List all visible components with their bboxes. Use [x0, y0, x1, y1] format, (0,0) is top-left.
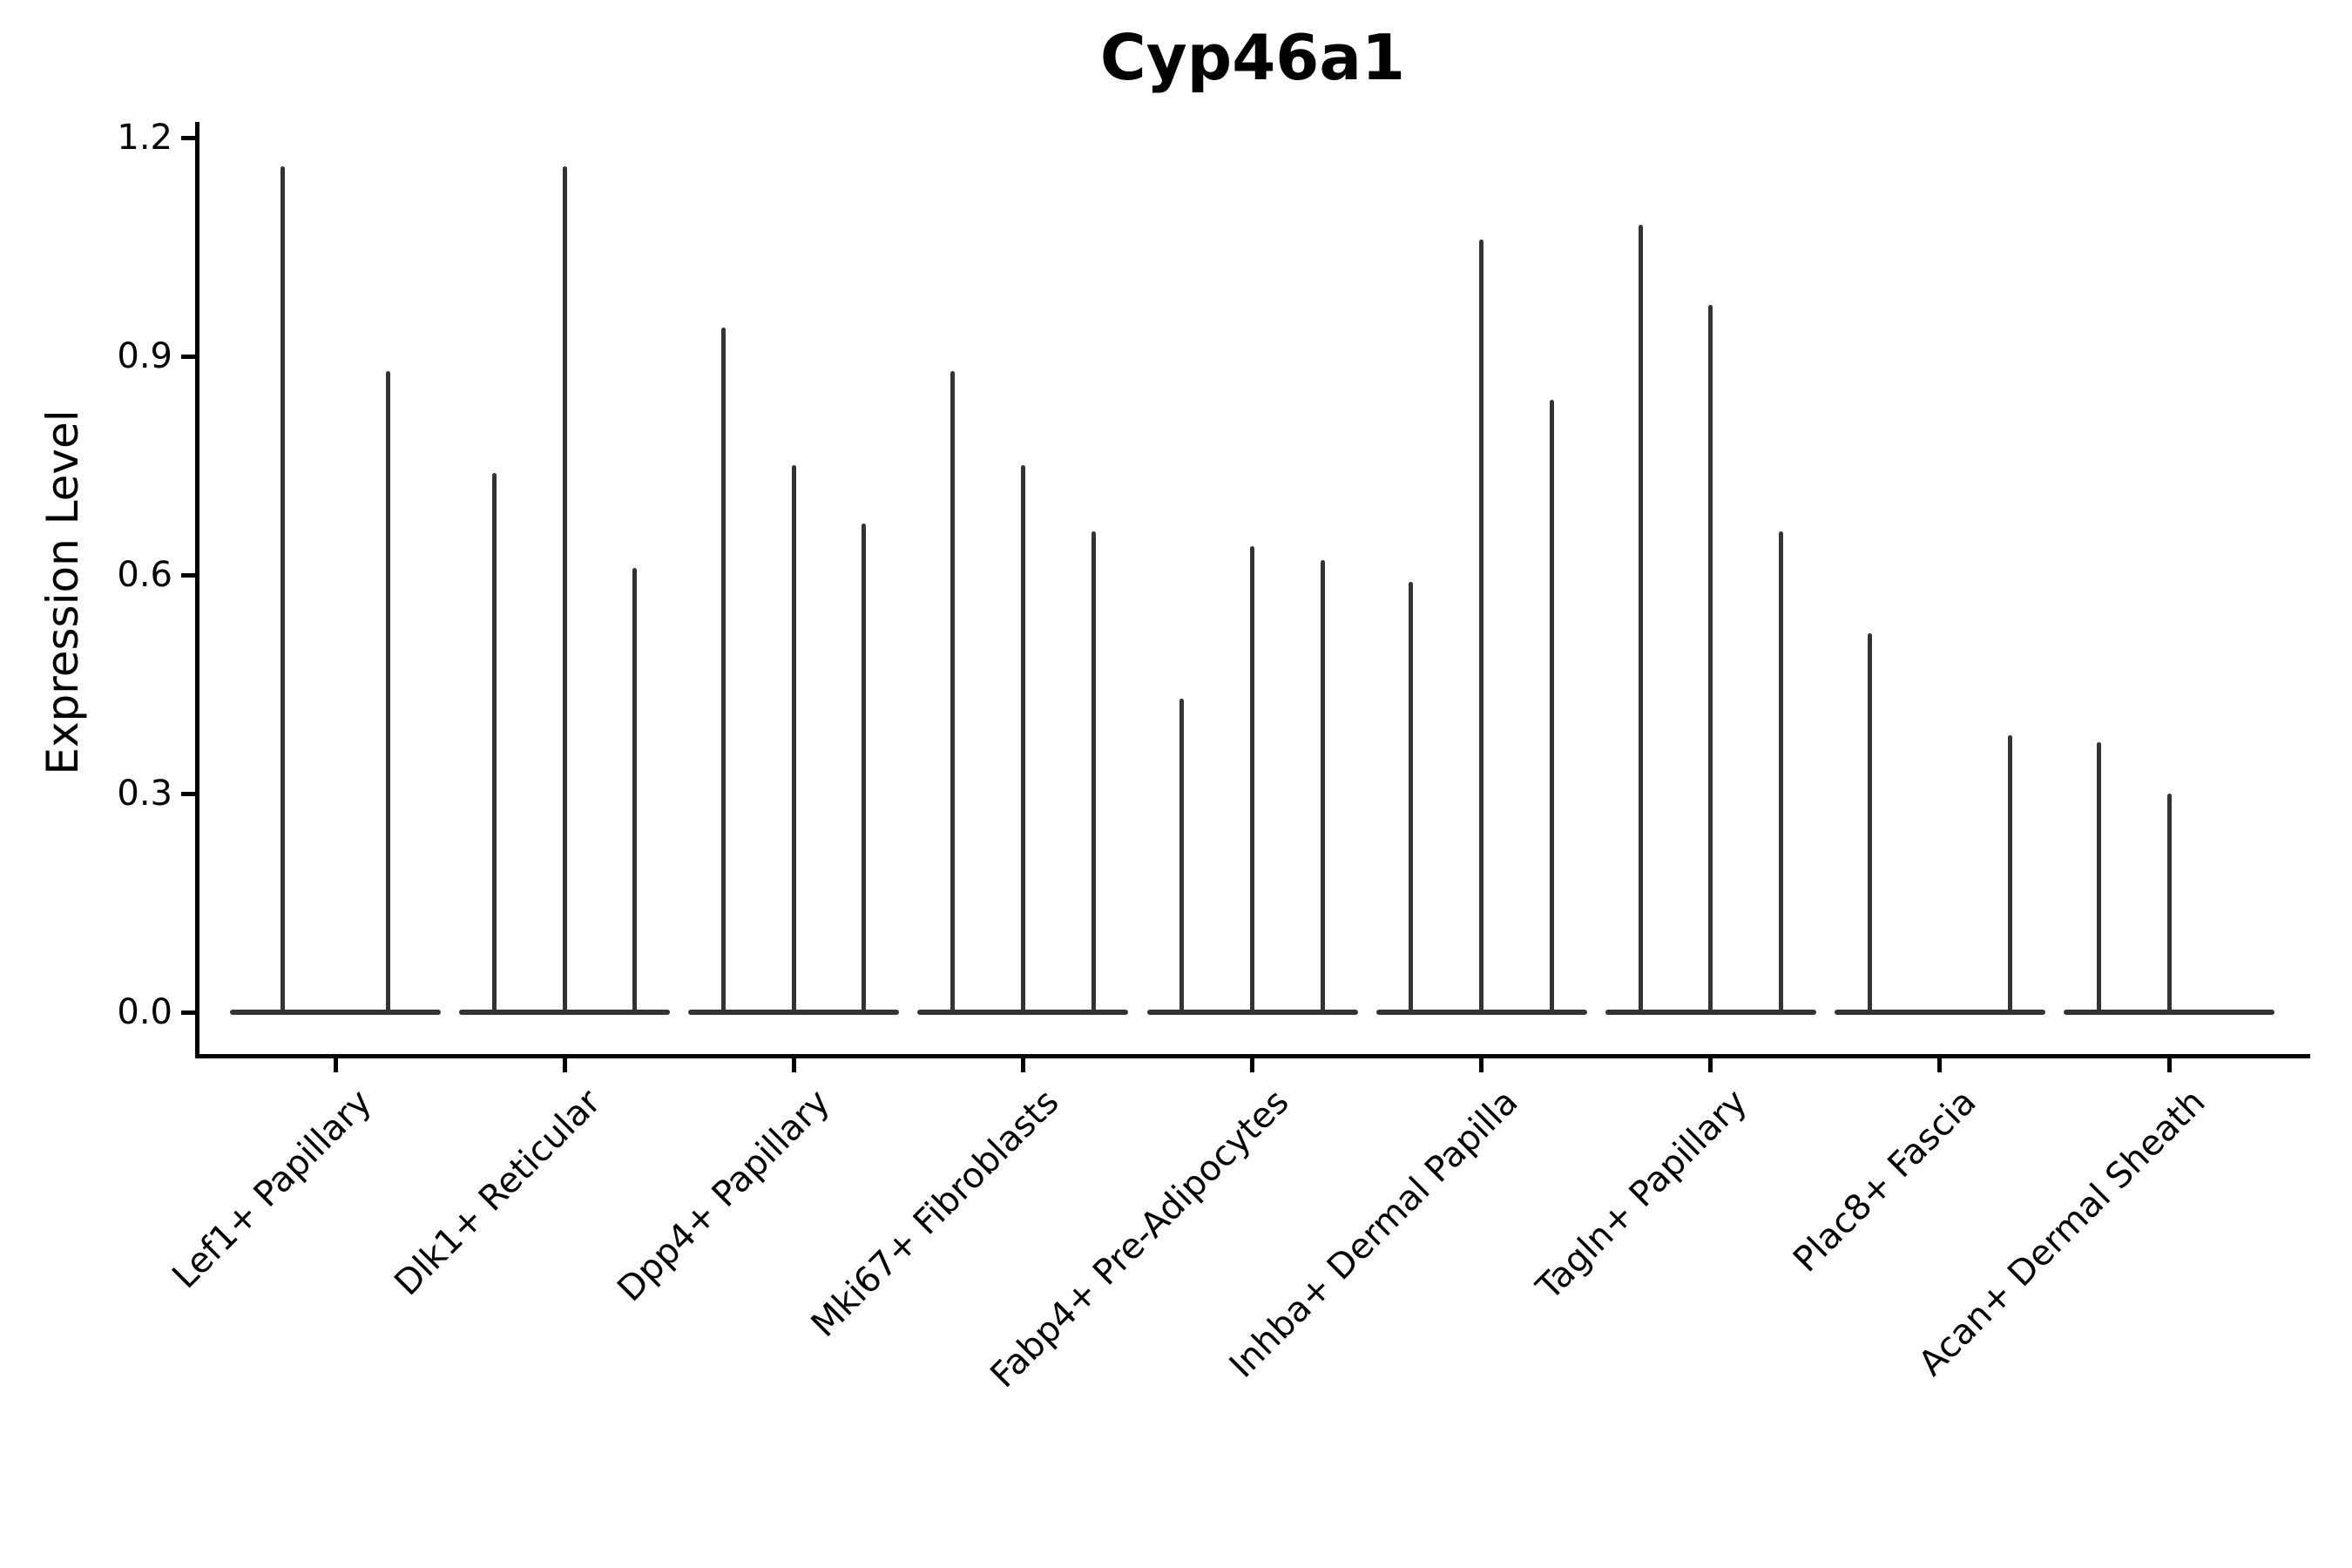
- violin-spike: [1638, 225, 1643, 1015]
- y-tick-label: 1.2: [117, 117, 172, 158]
- x-tick: [791, 1058, 796, 1072]
- x-tick-label: Dpp4+ Papillary: [610, 1082, 838, 1310]
- violin-spike: [1020, 465, 1025, 1015]
- violin-spike: [862, 524, 867, 1015]
- x-tick: [1020, 1058, 1025, 1072]
- chart-title: Cyp46a1: [1099, 21, 1406, 94]
- x-tick-label: Dlk1+ Reticular: [387, 1082, 609, 1304]
- violin-spike: [2096, 742, 2101, 1015]
- violin-spike: [1320, 560, 1325, 1015]
- y-tick: [181, 791, 195, 796]
- violin-spike: [1409, 582, 1414, 1015]
- y-tick: [181, 135, 195, 140]
- y-axis-spine: [195, 122, 199, 1058]
- x-axis-spine: [195, 1054, 2310, 1058]
- violin-spike: [280, 166, 285, 1015]
- violin-spike: [2166, 793, 2172, 1015]
- x-tick-label: Mki67+ Fibroblasts: [804, 1082, 1067, 1345]
- violin-spike: [1708, 305, 1713, 1015]
- violin-spike: [1250, 545, 1254, 1015]
- y-tick: [181, 572, 195, 578]
- violin-spike: [1549, 400, 1554, 1015]
- violin-body: [230, 1010, 441, 1015]
- violin-spike: [386, 370, 390, 1015]
- violin-spike: [791, 465, 796, 1015]
- x-tick: [333, 1058, 338, 1072]
- x-tick: [2166, 1058, 2172, 1072]
- violin-spike: [1179, 699, 1185, 1015]
- violin-spike: [491, 472, 497, 1015]
- x-tick: [1708, 1058, 1713, 1072]
- x-tick: [562, 1058, 567, 1072]
- y-tick: [181, 354, 195, 359]
- y-tick-label: 0.9: [117, 335, 172, 376]
- x-tick: [1479, 1058, 1484, 1072]
- y-tick-label: 0.6: [117, 554, 172, 595]
- violin-spike: [1778, 531, 1783, 1015]
- violin-body: [1834, 1010, 2045, 1015]
- x-tick-label: Lef1+ Papillary: [165, 1082, 380, 1297]
- violin-spike: [950, 370, 956, 1015]
- violin-spike: [721, 327, 727, 1015]
- x-tick-label: Plac8+ Fascia: [1785, 1082, 1984, 1281]
- violin-spike: [1867, 632, 1872, 1015]
- x-tick-label: Tagln+ Papillary: [1529, 1082, 1755, 1308]
- y-tick: [181, 1010, 195, 1015]
- violin-spike: [632, 567, 638, 1015]
- violin-spike: [2008, 735, 2013, 1015]
- x-tick: [1937, 1058, 1943, 1072]
- x-tick: [1250, 1058, 1254, 1072]
- violin-spike: [562, 166, 567, 1015]
- violin-spike: [1479, 240, 1484, 1015]
- y-tick-label: 0.3: [117, 773, 172, 814]
- y-tick-label: 0.0: [117, 992, 172, 1032]
- violin-spike: [1091, 531, 1096, 1015]
